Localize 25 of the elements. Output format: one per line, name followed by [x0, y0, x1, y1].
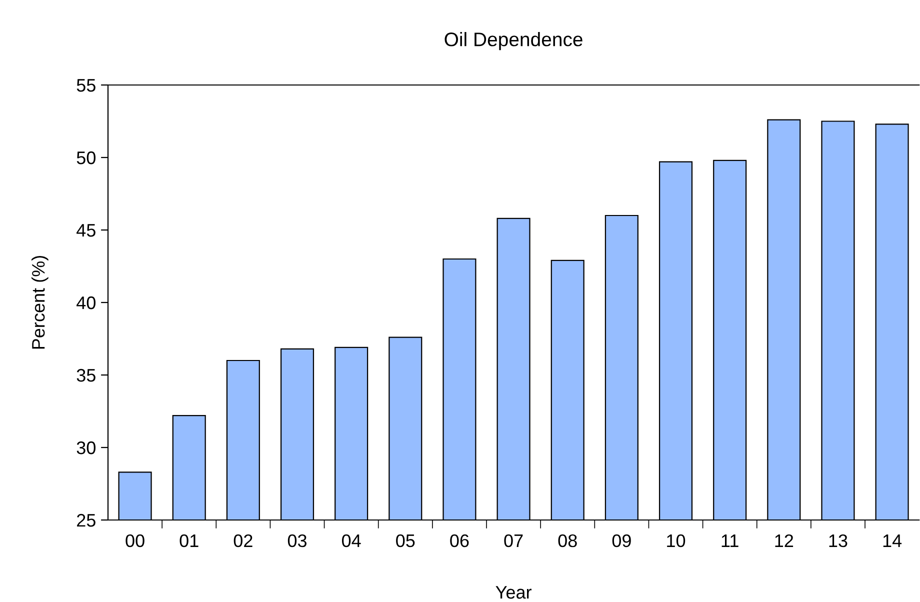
x-tick-label: 08: [558, 534, 577, 548]
x-tick-label: 00: [126, 534, 144, 548]
x-tick-label: 05: [396, 534, 415, 548]
x-tick-label: 03: [288, 534, 306, 548]
x-tick-label: 10: [667, 534, 686, 548]
y-tick-label: 40: [76, 296, 96, 310]
x-tick-label: 09: [612, 534, 631, 548]
x-tick-label: 14: [883, 534, 902, 547]
y-tick-label: 25: [77, 514, 96, 527]
y-tick-label: 50: [76, 151, 96, 164]
x-tick-label: 01: [180, 534, 198, 548]
y-tick-label: 35: [76, 368, 96, 382]
y-tick-label: 45: [76, 224, 96, 237]
x-tick-label: 06: [450, 534, 469, 548]
y-tick-label: 55: [76, 79, 96, 92]
x-tick-label: 02: [234, 534, 252, 548]
x-tick-label: 13: [829, 534, 848, 548]
y-tick-label: 30: [76, 441, 96, 454]
x-tick-label: 04: [342, 534, 361, 548]
x-tick-label: 12: [775, 534, 794, 547]
y-axis-title: Percent (%): [32, 256, 48, 349]
chart-title: Oil Dependence: [444, 32, 582, 50]
x-tick-label: 07: [504, 534, 523, 548]
x-tick-label: 11: [722, 534, 738, 547]
x-axis-title: Year: [496, 586, 532, 599]
